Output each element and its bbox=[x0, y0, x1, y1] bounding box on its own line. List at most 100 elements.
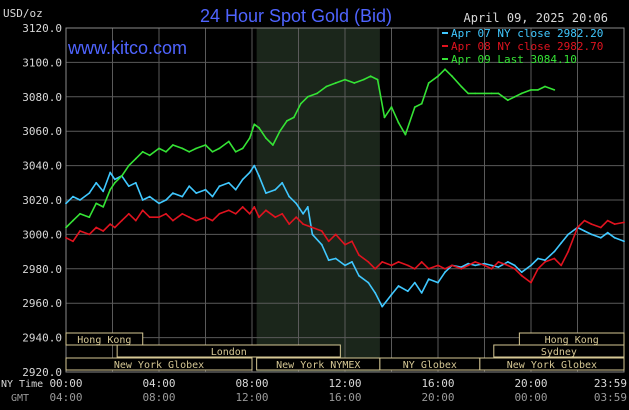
data-point bbox=[248, 137, 251, 140]
data-point bbox=[590, 223, 593, 226]
data-point bbox=[158, 216, 160, 219]
y-tick-label: 3000.0 bbox=[22, 228, 62, 241]
data-point bbox=[181, 147, 184, 150]
data-point bbox=[334, 257, 337, 260]
data-point bbox=[279, 130, 281, 133]
data-point bbox=[204, 144, 207, 146]
data-point bbox=[506, 261, 509, 263]
data-point bbox=[344, 243, 346, 246]
y-tick-label: 2920.0 bbox=[22, 366, 62, 379]
data-point bbox=[483, 264, 486, 267]
data-point bbox=[113, 178, 116, 181]
x-tick-label-ny: 16:00 bbox=[421, 377, 454, 390]
data-point bbox=[120, 175, 123, 177]
market-box bbox=[65, 357, 253, 371]
data-point bbox=[376, 78, 379, 81]
data-point bbox=[358, 254, 360, 256]
data-point bbox=[88, 216, 91, 219]
data-point bbox=[397, 261, 400, 263]
data-point bbox=[241, 206, 244, 208]
data-point bbox=[553, 89, 556, 91]
data-point bbox=[530, 89, 532, 91]
y-tick-label: 2960.0 bbox=[22, 297, 62, 310]
data-point bbox=[599, 236, 602, 239]
data-point bbox=[265, 209, 267, 212]
data-point bbox=[148, 216, 151, 219]
data-point bbox=[102, 230, 105, 232]
data-point bbox=[281, 181, 284, 184]
data-point bbox=[188, 150, 191, 153]
data-point bbox=[227, 181, 230, 184]
data-point bbox=[413, 267, 416, 270]
data-point bbox=[497, 266, 500, 268]
data-point bbox=[241, 147, 244, 150]
data-point bbox=[79, 199, 81, 201]
data-point bbox=[134, 219, 137, 222]
data-point bbox=[286, 120, 288, 122]
x-tick-label-gmt: 12:00 bbox=[235, 391, 268, 404]
data-point bbox=[544, 261, 546, 263]
market-session-boxes: Hong Kong London New York Globex New York N… bbox=[65, 332, 625, 371]
data-point bbox=[181, 212, 184, 215]
data-point bbox=[444, 68, 446, 71]
data-point bbox=[553, 257, 556, 260]
data-point bbox=[397, 285, 400, 287]
data-point bbox=[258, 175, 260, 177]
data-point bbox=[141, 209, 144, 212]
legend-entry: Apr 07 NY close 2982.20 bbox=[451, 27, 603, 40]
data-point bbox=[95, 181, 98, 184]
y-tick-label: 3120.0 bbox=[22, 22, 62, 35]
x-label-gmt: GMT bbox=[11, 393, 29, 404]
data-point bbox=[181, 195, 184, 198]
data-point bbox=[295, 202, 298, 205]
data-point bbox=[109, 188, 112, 191]
data-point bbox=[127, 185, 130, 188]
data-point bbox=[490, 92, 493, 95]
data-point bbox=[165, 150, 167, 153]
series-line bbox=[65, 164, 625, 308]
data-point bbox=[253, 123, 256, 126]
data-point bbox=[537, 89, 539, 91]
data-point bbox=[474, 261, 477, 263]
x-axis-ticks: 00:0004:0004:0008:0008:0012:0012:0016:00… bbox=[49, 377, 627, 404]
data-point bbox=[327, 259, 330, 262]
data-point bbox=[383, 116, 386, 119]
data-point bbox=[204, 216, 207, 219]
data-point bbox=[95, 226, 98, 229]
data-point bbox=[325, 85, 328, 88]
data-point bbox=[158, 147, 160, 150]
y-axis-ticks: 3120.0 3100.0 3080.0 3060.0 3040.0 3020.0 3000… bbox=[22, 22, 62, 379]
data-point bbox=[302, 223, 304, 226]
data-point bbox=[513, 264, 516, 267]
data-point bbox=[172, 192, 174, 195]
data-point bbox=[576, 226, 579, 229]
y-tick-label: 3100.0 bbox=[22, 56, 62, 69]
market-label: New York Globex bbox=[114, 360, 204, 371]
data-point bbox=[88, 233, 91, 236]
data-point bbox=[265, 192, 267, 195]
data-point bbox=[334, 233, 337, 236]
data-point bbox=[623, 221, 625, 224]
data-point bbox=[413, 281, 416, 284]
market-label: NY Globex bbox=[403, 360, 457, 371]
data-point bbox=[258, 126, 260, 129]
data-point bbox=[590, 233, 593, 236]
chart-grid bbox=[65, 27, 625, 373]
legend-entry: Apr 09 Last 3084.10 bbox=[451, 53, 577, 66]
data-point bbox=[293, 116, 295, 119]
x-tick-label-gmt: 16:00 bbox=[328, 391, 361, 404]
data-point bbox=[351, 261, 353, 263]
data-point bbox=[248, 171, 251, 174]
data-point bbox=[148, 195, 151, 198]
x-tick-label-ny: 12:00 bbox=[328, 377, 361, 390]
data-point bbox=[288, 195, 291, 198]
data-point bbox=[413, 106, 416, 108]
data-point bbox=[234, 212, 237, 215]
data-point bbox=[406, 264, 409, 267]
data-point bbox=[583, 230, 586, 232]
data-point bbox=[218, 147, 221, 150]
data-point bbox=[474, 264, 477, 267]
data-point bbox=[344, 78, 346, 81]
market-label: Hong Kong bbox=[77, 335, 131, 346]
